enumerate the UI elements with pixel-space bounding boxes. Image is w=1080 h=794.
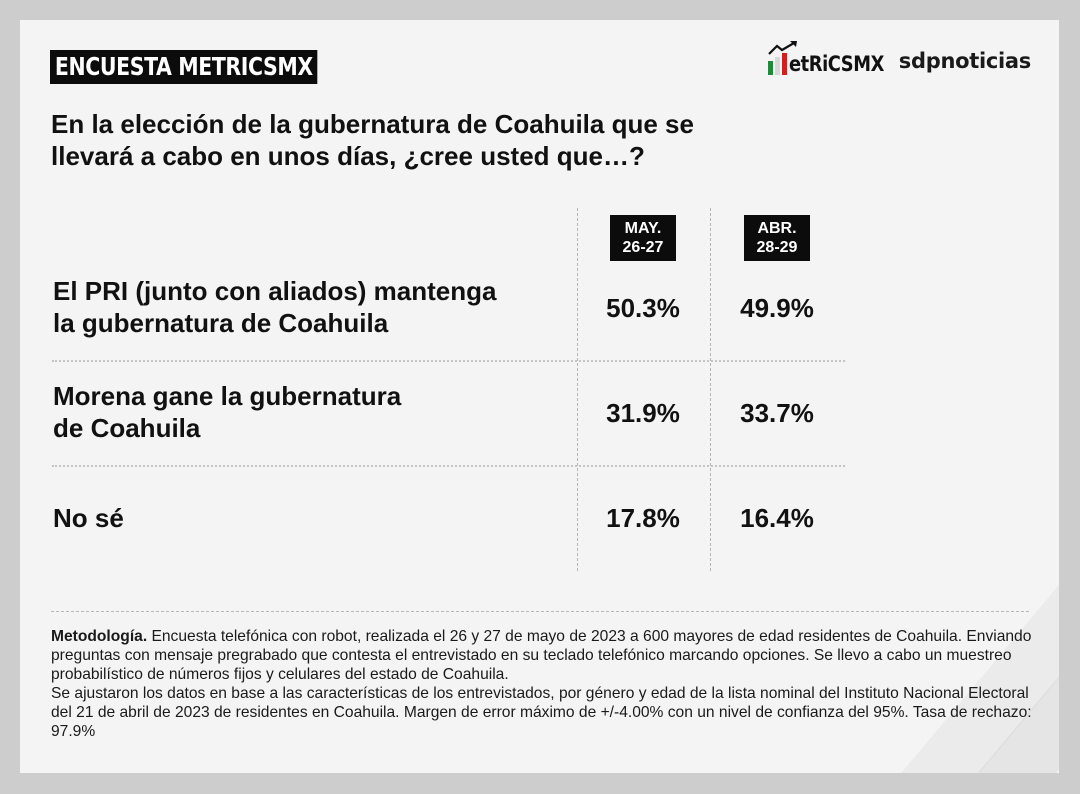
column-header-abr: ABR. 28-29 <box>744 215 810 261</box>
row-label-no-se: No sé <box>53 502 124 534</box>
value-morena-may: 31.9% <box>606 398 680 428</box>
methodology-title: Metodología. <box>51 628 148 645</box>
column-header-days: 26-27 <box>622 239 664 256</box>
row-label-line: la gubernatura de Coahuila <box>53 308 389 338</box>
methodology-paragraph-1: Metodología. Encuesta telefónica con rob… <box>51 627 1041 684</box>
poll-card: ENCUESTA METRICSMX etRiCSMX sdpnoticias … <box>20 20 1059 773</box>
row-label-pri: El PRI (junto con aliados) mantenga la g… <box>53 275 497 339</box>
value-no-se-abr: 16.4% <box>740 503 814 533</box>
row-label-line: El PRI (junto con aliados) mantenga <box>53 276 497 306</box>
row-divider <box>52 360 845 362</box>
logos: etRiCSMX sdpnoticias <box>768 40 1031 76</box>
methodology-divider <box>51 611 1029 612</box>
row-label-line: No sé <box>53 503 124 533</box>
column-header-month: ABR. <box>757 220 797 237</box>
column-header-month: MAY. <box>624 220 662 237</box>
row-label-morena: Morena gane la gubernatura de Coahuila <box>53 380 401 444</box>
methodology-note: Metodología. Encuesta telefónica con rob… <box>51 627 1041 741</box>
row-label-line: de Coahuila <box>53 413 201 443</box>
row-divider <box>52 465 845 467</box>
column-divider <box>710 208 711 571</box>
value-morena-abr: 33.7% <box>740 398 814 428</box>
row-label-line: Morena gane la gubernatura <box>53 381 402 411</box>
column-header-may: MAY. 26-27 <box>610 215 676 261</box>
value-pri-abr: 49.9% <box>740 293 814 323</box>
survey-question: En la elección de la gubernatura de Coah… <box>51 109 694 171</box>
value-pri-may: 50.3% <box>606 293 680 323</box>
survey-title-badge: ENCUESTA METRICSMX <box>50 50 318 84</box>
metricsmx-logo: etRiCSMX <box>768 41 885 75</box>
methodology-paragraph-2: Se ajustaron los datos en base a las car… <box>51 685 1032 740</box>
mexico-flag-bars-icon <box>768 53 788 75</box>
value-no-se-may: 17.8% <box>606 503 680 533</box>
column-divider <box>577 208 578 571</box>
sdpnoticias-logo: sdpnoticias <box>898 49 1032 73</box>
column-header-days: 28-29 <box>756 239 798 256</box>
metricsmx-wordmark: etRiCSMX <box>789 52 885 76</box>
trend-up-arrow-icon <box>768 41 798 55</box>
methodology-text: Encuesta telefónica con robot, realizada… <box>51 628 1032 683</box>
